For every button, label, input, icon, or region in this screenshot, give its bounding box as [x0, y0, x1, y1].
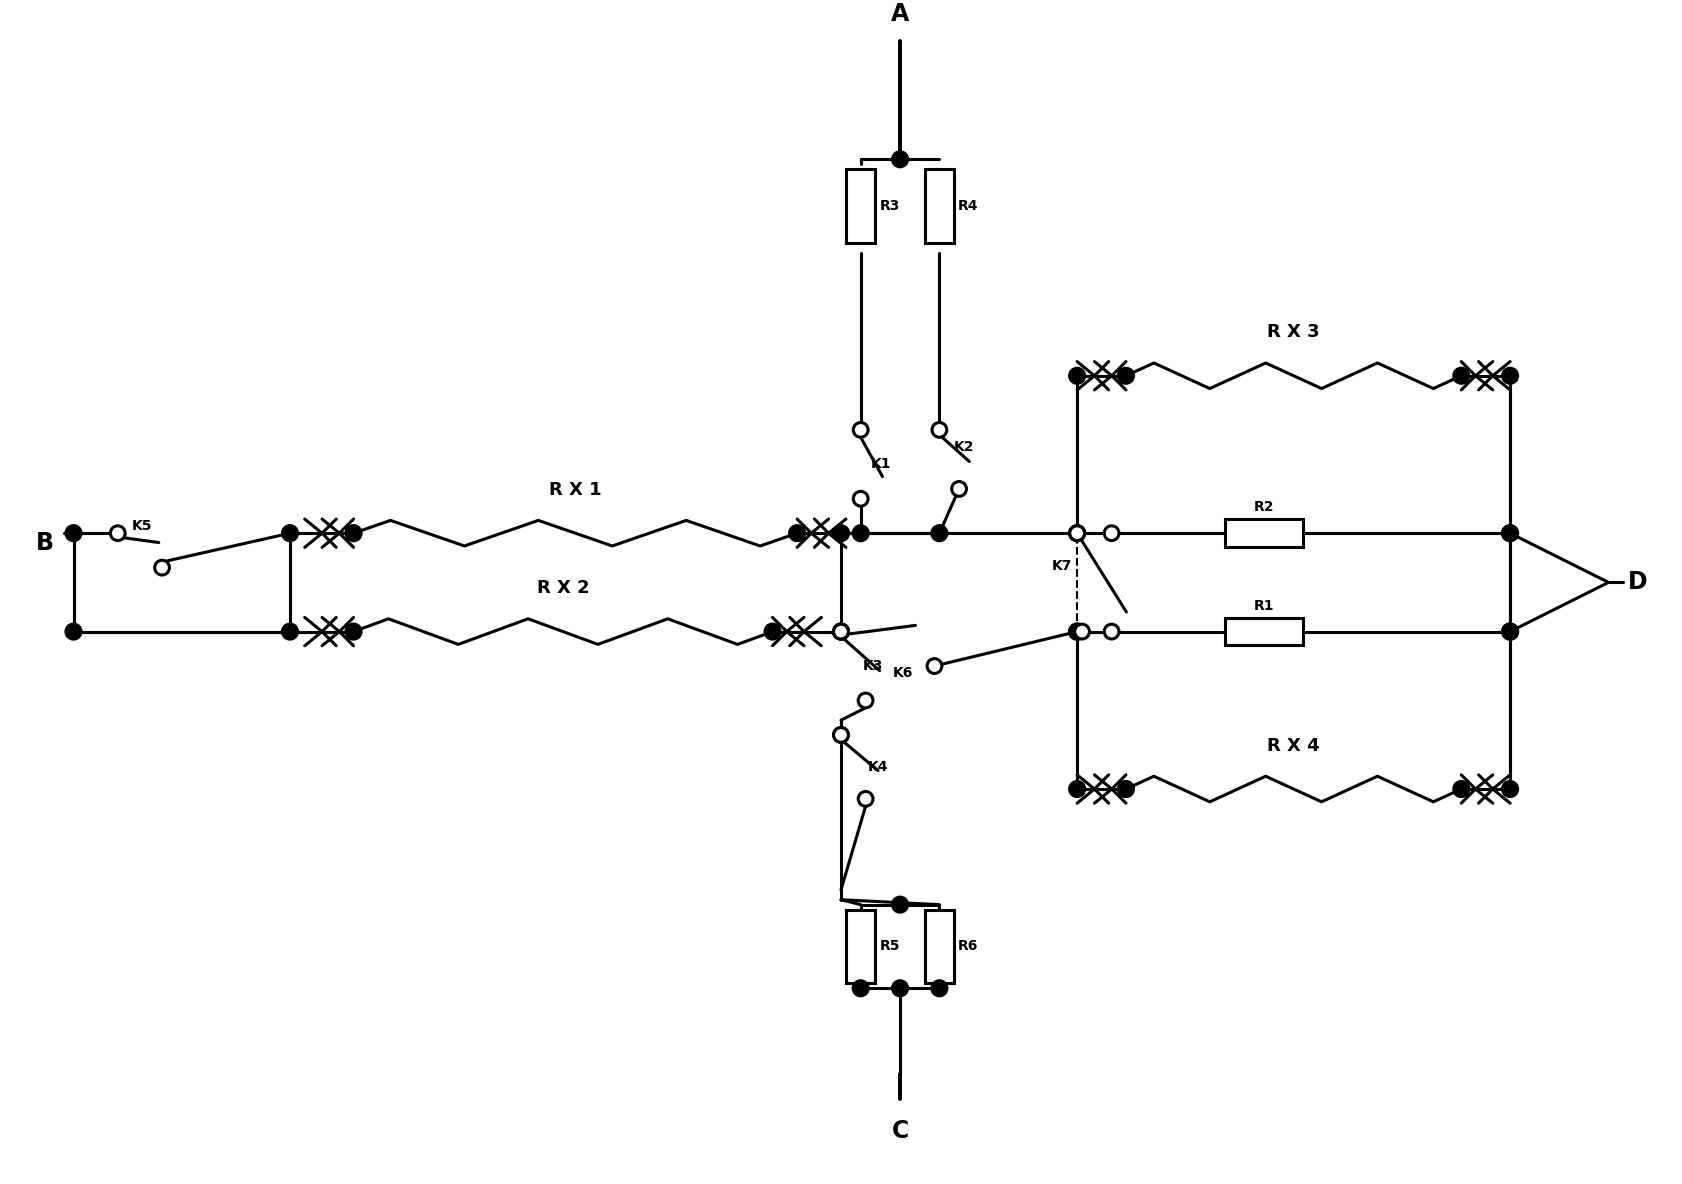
Circle shape: [1070, 526, 1085, 541]
Circle shape: [932, 980, 947, 997]
Text: R X 3: R X 3: [1267, 323, 1320, 341]
Circle shape: [932, 525, 947, 541]
Circle shape: [834, 624, 848, 639]
Circle shape: [66, 525, 82, 541]
Text: R2: R2: [1253, 501, 1275, 515]
Circle shape: [834, 727, 848, 742]
Circle shape: [1117, 780, 1134, 797]
Text: B: B: [35, 532, 54, 555]
Bar: [846, 169, 875, 243]
Circle shape: [834, 727, 848, 742]
Circle shape: [858, 693, 873, 708]
Circle shape: [345, 623, 362, 639]
Circle shape: [66, 623, 82, 639]
Circle shape: [891, 896, 908, 913]
Text: R5: R5: [880, 939, 900, 953]
Circle shape: [1502, 623, 1519, 639]
Circle shape: [927, 658, 942, 674]
Circle shape: [281, 623, 298, 639]
Text: R X 1: R X 1: [548, 481, 602, 498]
Text: K7: K7: [1051, 559, 1071, 573]
Bar: [925, 909, 954, 984]
Text: K4: K4: [868, 760, 888, 774]
Circle shape: [1068, 623, 1085, 639]
Circle shape: [789, 525, 806, 541]
Circle shape: [858, 791, 873, 806]
Circle shape: [833, 525, 849, 541]
Circle shape: [853, 525, 870, 541]
Text: K1: K1: [871, 457, 891, 471]
Circle shape: [1068, 525, 1085, 541]
Text: R1: R1: [1253, 599, 1275, 613]
Circle shape: [1068, 525, 1085, 541]
Circle shape: [281, 525, 298, 541]
Text: A: A: [891, 2, 910, 26]
Circle shape: [1103, 624, 1119, 639]
Circle shape: [1502, 367, 1519, 384]
Text: R X 4: R X 4: [1267, 736, 1320, 754]
Circle shape: [853, 423, 868, 437]
Text: D: D: [1628, 571, 1648, 594]
Bar: [1224, 520, 1304, 547]
Circle shape: [1068, 780, 1085, 797]
Circle shape: [1502, 780, 1519, 797]
Circle shape: [1502, 525, 1519, 541]
Bar: [846, 909, 875, 984]
Circle shape: [891, 980, 908, 997]
Text: C: C: [891, 1119, 908, 1143]
Circle shape: [1502, 623, 1519, 639]
Circle shape: [1453, 367, 1470, 384]
Circle shape: [834, 624, 848, 639]
Circle shape: [111, 526, 124, 541]
Text: R3: R3: [880, 199, 900, 213]
Circle shape: [1502, 525, 1519, 541]
Text: K6: K6: [893, 667, 913, 681]
Circle shape: [952, 482, 967, 496]
Circle shape: [833, 623, 849, 639]
Circle shape: [1103, 526, 1119, 541]
Circle shape: [833, 623, 849, 639]
Text: R X 2: R X 2: [537, 579, 589, 597]
Circle shape: [1075, 624, 1090, 639]
Circle shape: [1068, 367, 1085, 384]
Circle shape: [853, 491, 868, 506]
Circle shape: [1068, 623, 1085, 639]
Bar: [925, 169, 954, 243]
Circle shape: [155, 560, 170, 575]
Circle shape: [345, 525, 362, 541]
Circle shape: [1453, 780, 1470, 797]
Circle shape: [891, 150, 908, 168]
Text: K2: K2: [954, 439, 974, 453]
Circle shape: [764, 623, 780, 639]
Text: R4: R4: [959, 199, 979, 213]
Text: K3: K3: [863, 659, 883, 673]
Circle shape: [853, 980, 870, 997]
Text: R6: R6: [959, 939, 979, 953]
Circle shape: [1117, 367, 1134, 384]
Circle shape: [932, 423, 947, 437]
Bar: [1224, 618, 1304, 645]
Text: K5: K5: [131, 519, 151, 533]
